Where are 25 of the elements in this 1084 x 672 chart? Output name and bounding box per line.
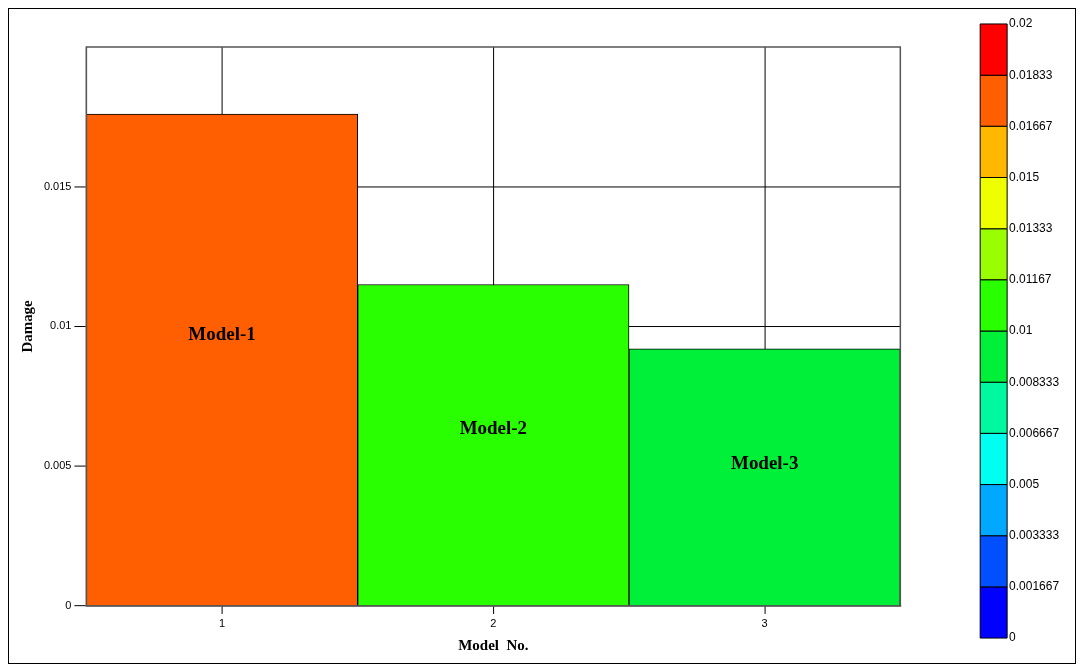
color-bar-label: 0.015 — [1009, 169, 1040, 184]
x-axis-title: Model No. — [458, 636, 529, 653]
y-tick-label: 0 — [65, 599, 72, 611]
y-axis-title: Damage — [18, 299, 35, 353]
color-bar-label: 0.008333 — [1009, 374, 1060, 389]
annotation: Model-3 — [730, 452, 799, 474]
color-bar-label: 0 — [1009, 630, 1017, 645]
x-tick-label: 1 — [218, 616, 226, 629]
color-bar-label: 0.01 — [1009, 323, 1033, 338]
y-tick-label: 0.01 — [50, 319, 72, 332]
color-bar-label: 0.001667 — [1009, 579, 1060, 594]
color-bar-label: 0.01667 — [1009, 118, 1053, 133]
y-tick-label: 0.005 — [43, 459, 72, 472]
color-bar-label: 0.005 — [1009, 476, 1040, 491]
x-tick-label: 3 — [761, 616, 768, 629]
annotation: Model-2 — [459, 417, 528, 439]
color-bar-label: 0.02 — [1009, 16, 1033, 31]
color-bar-label: 0.01167 — [1009, 272, 1052, 287]
color-bar-label: 0.006667 — [1009, 425, 1060, 440]
color-bar-label: 0.01333 — [1009, 221, 1053, 236]
y-tick-label: 0.015 — [43, 179, 72, 192]
x-tick-label: 2 — [490, 616, 497, 629]
annotation: Model-1 — [188, 323, 256, 345]
color-bar-label: 0.003333 — [1009, 528, 1060, 543]
color-bar-label: 0.01833 — [1009, 67, 1053, 82]
